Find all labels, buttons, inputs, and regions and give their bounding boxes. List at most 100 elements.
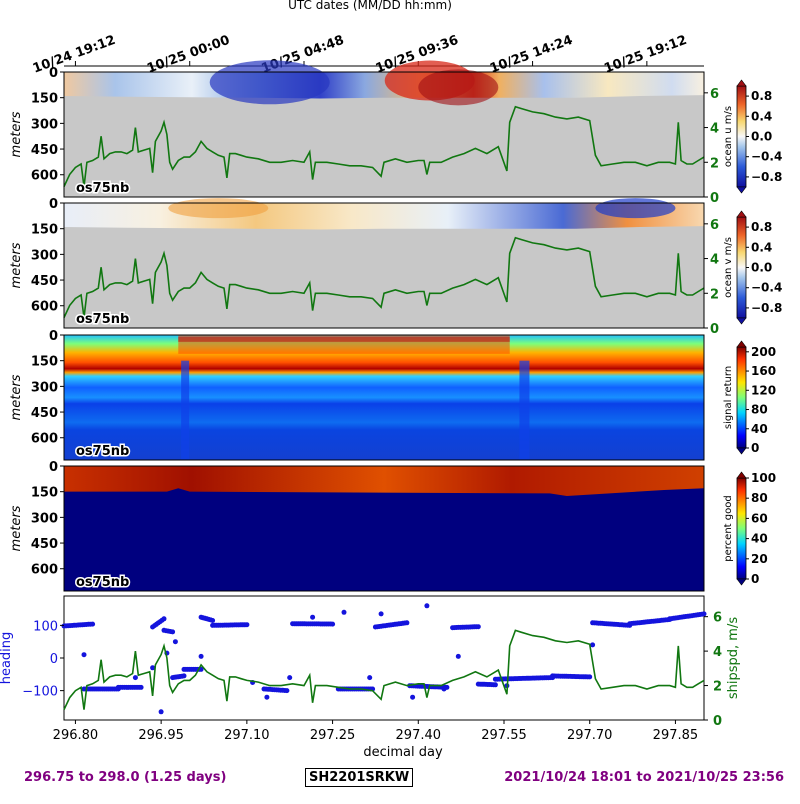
heading-point	[150, 665, 156, 671]
y-tick-label: 600	[31, 300, 58, 315]
colorbar-tick-label: 0.0	[751, 130, 772, 144]
shipspd-line	[63, 629, 705, 711]
colorbar-cap	[736, 340, 747, 348]
colorbar-tick-label: 0.4	[751, 240, 772, 254]
patch	[418, 69, 499, 106]
x-tick-label: 297.70	[567, 728, 613, 743]
colorbar	[736, 346, 747, 449]
x-tick-label: 297.85	[653, 728, 699, 743]
signal-stripe	[181, 360, 190, 460]
heading-point	[264, 694, 270, 700]
colorbar-tick-label: 0.8	[751, 89, 772, 103]
heatmap-panels: 0150300450600metersos75nb64200.80.40.0−0…	[9, 60, 782, 592]
percent-good-top	[64, 466, 704, 496]
right-tick-label: 6	[710, 87, 719, 102]
right-tick-label: 4	[710, 253, 719, 268]
y-tick-label: 150	[31, 92, 58, 107]
colorbar-tick-label: 0.0	[751, 261, 772, 275]
x-tick-label: 296.80	[53, 728, 99, 743]
heading-point	[81, 652, 87, 658]
footer-date-range: 2021/10/24 18:01 to 2021/10/25 23:56	[504, 770, 784, 785]
heading-point	[198, 653, 204, 659]
heading-point	[378, 611, 384, 617]
colorbar-cap	[736, 578, 747, 586]
heading-tick-label: 0	[50, 652, 58, 667]
y-tick-label: 450	[31, 143, 58, 158]
y-axis-label: meters	[9, 505, 24, 551]
heading-point	[701, 611, 707, 617]
y-tick-label: 300	[31, 380, 58, 395]
heading-point	[441, 686, 447, 692]
colorbar-cap	[736, 447, 747, 455]
colorbar-cap	[736, 210, 747, 218]
heading-axis-label: heading	[0, 632, 14, 685]
shipspd-line	[63, 236, 705, 318]
heading-point	[424, 603, 430, 609]
x-axis-label: decimal day	[363, 745, 443, 760]
right-tick-label: 0	[710, 322, 719, 337]
colorbar-label: ocean u m/s	[723, 106, 734, 167]
panel-frame	[63, 202, 705, 329]
instrument-label: os75nb	[76, 312, 129, 327]
y-tick-label: 300	[31, 511, 58, 526]
right-tick-label: 6	[710, 218, 719, 233]
footer-range: 296.75 to 298.0 (1.25 days)	[24, 770, 227, 785]
colorbar-tick-label: 100	[751, 471, 776, 485]
y-tick-label: 0	[49, 197, 58, 212]
colorbar-label: signal return	[723, 366, 734, 429]
y-axis-label: meters	[9, 374, 24, 420]
colorbar-cap	[736, 186, 747, 194]
x-tick-label: 297.25	[310, 728, 356, 743]
panel-frame	[63, 71, 705, 198]
panel-signal-return: 0 150 300 450 600 meters os75nb 200 160 120 80 40 0 s…	[9, 329, 776, 461]
colorbar-label: ocean v m/s	[723, 237, 734, 298]
heading-point	[404, 620, 410, 626]
panel-ocean-u: 0 150 300 450 600 meters os75nb 6 4 2 0 0.8 0.4 0.0 −0…	[9, 60, 782, 206]
heading-point	[138, 684, 144, 690]
x-tick-label: 297.55	[481, 728, 527, 743]
signal-hot-band	[178, 336, 510, 342]
colorbar	[736, 85, 747, 188]
heading-point	[90, 621, 96, 627]
colorbar-tick-label: 80	[751, 491, 768, 505]
y-tick-label: 0	[49, 329, 58, 344]
y-tick-label: 300	[31, 117, 58, 132]
colorbar-tick-label: 200	[751, 345, 776, 359]
top-tick-label: 10/25 14:24	[488, 33, 575, 77]
heading-point	[590, 642, 596, 648]
instrument-label: os75nb	[76, 444, 129, 459]
instrument-label: os75nb	[76, 181, 129, 196]
colorbar-tick-label: 40	[751, 422, 768, 436]
heading-tick-label: 100	[33, 619, 58, 634]
heading-point	[410, 694, 416, 700]
colorbar-tick-label: −0.8	[751, 301, 782, 315]
top-tick-label: 10/25 19:12	[602, 33, 689, 77]
colorbar-tick-label: 0	[751, 441, 759, 455]
panel-frame	[63, 465, 705, 592]
patch	[209, 60, 330, 105]
panel-ocean-v: 0 150 300 450 600 meters os75nb 6 4 2 0 0.8 0.4 0.0 −0…	[9, 197, 782, 337]
heading-point	[310, 614, 316, 620]
y-axis-label: meters	[9, 242, 24, 288]
shipspd-tick-label: 4	[713, 645, 722, 660]
heading-point	[341, 609, 347, 615]
heading-point	[367, 675, 373, 681]
top-date-axis: UTC dates (MM/DD hh:mm) 10/24 19:12 10/25 …	[31, 0, 704, 77]
signal-layer	[64, 335, 704, 460]
shipspd-tick-label: 6	[713, 611, 722, 626]
colorbar-tick-label: −0.4	[751, 150, 782, 164]
right-tick-label: 2	[710, 156, 719, 171]
y-tick-label: 0	[49, 66, 58, 81]
top-tick-label: 10/24 19:12	[31, 33, 118, 77]
panel-frame	[63, 334, 705, 461]
colorbar	[736, 216, 747, 319]
y-tick-label: 450	[31, 274, 58, 289]
velocity-data-layer	[64, 72, 704, 99]
patch	[595, 198, 676, 219]
heading-point	[475, 624, 481, 630]
y-tick-label: 300	[31, 248, 58, 263]
y-tick-label: 450	[31, 406, 58, 421]
colorbar-tick-label: 0	[751, 572, 759, 586]
colorbar	[736, 477, 747, 580]
